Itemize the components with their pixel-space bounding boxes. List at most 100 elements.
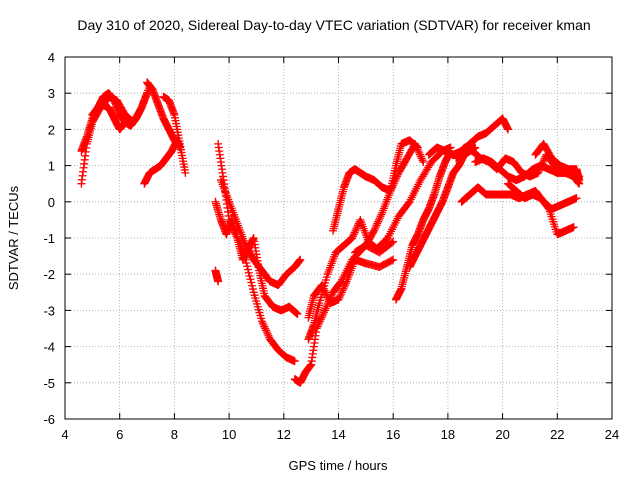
x-tick-label: 18	[441, 427, 455, 442]
data-point	[181, 168, 190, 177]
data-point	[293, 310, 302, 319]
data-point	[296, 255, 305, 264]
data-point	[575, 176, 584, 185]
data-points	[77, 78, 584, 387]
data-point	[292, 309, 301, 318]
grid-lines	[65, 57, 612, 419]
series-arc-5	[140, 136, 184, 188]
x-tick-label: 4	[61, 427, 68, 442]
x-tick-label: 20	[495, 427, 509, 442]
data-point	[336, 290, 345, 299]
data-point	[214, 277, 223, 286]
data-point	[258, 319, 267, 328]
data-point	[353, 223, 362, 232]
x-tick-label: 10	[222, 427, 236, 442]
data-point	[259, 320, 268, 329]
data-point	[349, 230, 358, 239]
y-tick-label: -5	[43, 376, 55, 391]
y-tick-label: 0	[48, 195, 55, 210]
data-point	[544, 203, 553, 212]
data-point	[262, 326, 271, 335]
data-point	[320, 306, 329, 315]
data-point	[340, 282, 349, 291]
data-point	[350, 228, 359, 237]
data-point	[261, 324, 270, 333]
series-arc-11	[290, 237, 398, 387]
data-point	[264, 331, 273, 340]
data-point	[412, 142, 421, 151]
data-point	[262, 328, 271, 337]
data-point	[316, 315, 325, 324]
data-point	[374, 217, 383, 226]
series-arc-6	[159, 92, 190, 177]
data-point	[352, 224, 361, 233]
series-arc-3	[88, 89, 152, 130]
data-point	[341, 281, 350, 290]
data-point	[338, 286, 347, 295]
data-point	[504, 125, 513, 134]
data-point	[569, 223, 578, 232]
data-point	[323, 291, 332, 300]
series-arc-15	[350, 136, 422, 257]
data-point	[315, 317, 324, 326]
data-point	[370, 226, 379, 235]
data-point	[375, 214, 384, 223]
series-arc-10	[211, 266, 223, 286]
y-tick-label: 2	[48, 122, 55, 137]
data-point	[336, 291, 345, 300]
data-point	[372, 221, 381, 230]
x-tick-label: 14	[331, 427, 345, 442]
y-tick-label: -4	[43, 340, 55, 355]
data-point	[334, 295, 343, 304]
data-point	[341, 279, 350, 288]
data-point	[290, 357, 299, 366]
data-point	[387, 238, 396, 247]
data-point	[373, 219, 382, 228]
y-tick-label: -1	[43, 231, 55, 246]
y-tick-label: -6	[43, 412, 55, 427]
data-point	[351, 226, 360, 235]
data-point	[418, 156, 427, 165]
data-point	[335, 293, 344, 302]
data-point	[263, 329, 272, 338]
data-point	[416, 152, 425, 161]
data-point	[322, 302, 331, 311]
axis-ticks	[64, 56, 613, 420]
data-point	[419, 157, 428, 166]
y-tick-label: -3	[43, 303, 55, 318]
data-point	[374, 215, 383, 224]
y-tick-labels: -6 -5 -4 -3 -2 -1 0 1 2 3 4	[43, 50, 55, 427]
series-arc-9	[211, 197, 302, 319]
chart-title: Day 310 of 2020, Sidereal Day-to-day VTE…	[77, 17, 590, 33]
series-arc-23	[531, 139, 584, 185]
data-point	[572, 194, 581, 203]
x-tick-labels: 4 6 8 10 12 14 16 18 20 22 24	[61, 427, 619, 442]
data-point	[389, 255, 398, 264]
data-point	[257, 317, 266, 326]
data-point	[371, 223, 380, 232]
series-arc-12	[304, 255, 398, 322]
data-point	[377, 210, 386, 219]
series-arc-20	[457, 183, 581, 214]
data-point	[417, 154, 426, 163]
series-arc-17	[405, 143, 480, 271]
data-point	[339, 284, 348, 293]
y-tick-label: 3	[48, 86, 55, 101]
data-point	[317, 313, 326, 322]
data-point	[412, 142, 421, 151]
series-arc-22	[504, 179, 578, 239]
data-point	[376, 212, 385, 221]
x-tick-label: 6	[116, 427, 123, 442]
data-point	[348, 234, 357, 242]
x-tick-label: 16	[386, 427, 400, 442]
data-point	[323, 293, 332, 302]
data-point	[260, 322, 269, 331]
data-point	[370, 224, 379, 233]
data-point	[413, 143, 422, 152]
x-tick-label: 12	[277, 427, 291, 442]
data-point	[320, 308, 329, 317]
data-point	[389, 237, 398, 246]
y-axis-label: SDTVAR / TECUs	[6, 185, 21, 290]
x-axis-label: GPS time / hours	[289, 458, 388, 473]
